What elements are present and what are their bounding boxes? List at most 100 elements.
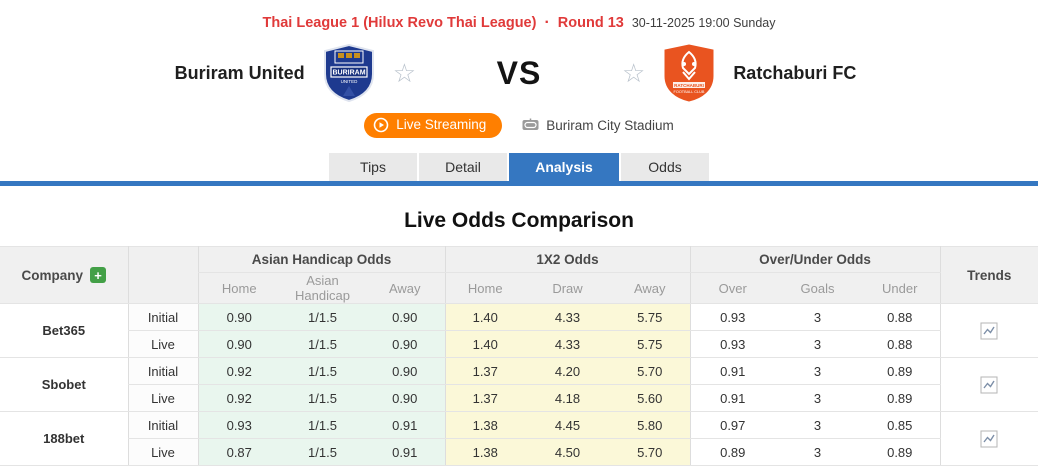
odds-value-cell: 1/1.5 [280, 357, 365, 385]
odds-value-cell: 4.33 [525, 303, 610, 331]
company-name[interactable]: Bet365 [0, 303, 128, 358]
match-header: Buriram United BURIRAM UNITED ☆ VS ☆ RAT… [0, 42, 1038, 104]
round-label: Round 13 [557, 15, 624, 31]
odds-value-cell: 5.80 [610, 411, 690, 439]
company-header-label: Company [21, 267, 83, 283]
odds-value-cell: 1/1.5 [280, 438, 365, 466]
odds-value-cell: 4.50 [525, 438, 610, 466]
row-type-column-header [127, 246, 198, 304]
stadium-icon [522, 118, 539, 130]
odds-value-cell: 0.90 [365, 357, 445, 385]
away-team-block: ☆ RATCHABURI FOOTBALL CLUB Ratchaburi FC [594, 44, 1038, 102]
row-type-label: Initial [127, 303, 198, 331]
odds-value-cell: 5.75 [610, 330, 690, 358]
odds-value-cell: 1.38 [444, 438, 525, 466]
stadium-name: Buriram City Stadium [546, 117, 674, 133]
ou-over-subheader: Over [689, 272, 775, 304]
row-type-label: Initial [127, 357, 198, 385]
odds-value-cell: 1/1.5 [280, 330, 365, 358]
company-name[interactable]: Sbobet [0, 357, 128, 412]
away-favorite-star-icon[interactable]: ☆ [622, 58, 646, 88]
trends-column-header: Trends [939, 246, 1038, 304]
trends-cell [939, 357, 1038, 412]
odds-value-cell: 0.88 [860, 330, 940, 358]
stadium-info: Buriram City Stadium [522, 118, 674, 133]
odds-value-cell: 1/1.5 [280, 411, 365, 439]
ah-away-subheader: Away [365, 272, 445, 304]
dot-separator: · [544, 14, 550, 31]
odds-value-cell: 1.37 [444, 384, 525, 412]
ou-goals-subheader: Goals [775, 272, 860, 304]
trends-cell [939, 303, 1038, 358]
live-streaming-button[interactable]: Live Streaming [364, 112, 503, 138]
odds-value-cell: 4.45 [525, 411, 610, 439]
play-circle-icon [373, 117, 389, 132]
odds-value-cell: 0.93 [197, 411, 280, 439]
tab-odds[interactable]: Odds [621, 153, 709, 181]
add-company-button[interactable]: + [90, 267, 106, 283]
1x2-away-subheader: Away [610, 272, 690, 304]
tab-underline [0, 181, 1038, 186]
1x2-home-subheader: Home [444, 272, 525, 304]
odds-value-cell: 3 [775, 384, 860, 412]
odds-value-cell: 0.90 [197, 303, 280, 331]
tab-analysis[interactable]: Analysis [509, 153, 619, 181]
tab-detail[interactable]: Detail [419, 153, 507, 181]
table-row: Bet365 Initial 0.90 1/1.5 0.90 1.40 4.33… [0, 303, 1038, 358]
svg-text:FOOTBALL CLUB: FOOTBALL CLUB [674, 90, 705, 94]
odds-value-cell: 3 [775, 411, 860, 439]
odds-value-cell: 0.91 [365, 438, 445, 466]
odds-value-cell: 0.88 [860, 303, 940, 331]
row-type-label: Live [127, 438, 198, 466]
svg-text:RATCHABURI: RATCHABURI [674, 83, 704, 88]
odds-value-cell: 5.70 [610, 438, 690, 466]
over-under-group-header: Over/Under Odds [689, 246, 940, 273]
table-row: Live 0.92 1/1.5 0.90 1.37 4.18 5.60 0.91… [0, 384, 1038, 412]
league-name[interactable]: Thai League 1 (Hilux Revo Thai League) [262, 15, 537, 31]
trend-chart-icon[interactable] [980, 322, 998, 340]
company-name[interactable]: 188bet [0, 411, 128, 466]
row-type-label: Initial [127, 411, 198, 439]
home-team-block: Buriram United BURIRAM UNITED ☆ [0, 44, 444, 102]
odds-value-cell: 0.97 [689, 411, 775, 439]
odds-value-cell: 3 [775, 303, 860, 331]
odds-value-cell: 0.91 [689, 384, 775, 412]
odds-value-cell: 0.85 [860, 411, 940, 439]
home-team-logo: BURIRAM UNITED [323, 44, 374, 102]
stream-stadium-row: Live Streaming Buriram City Stadium [0, 110, 1038, 140]
table-row: 188bet Initial 0.93 1/1.5 0.91 1.38 4.45… [0, 411, 1038, 466]
trends-cell [939, 411, 1038, 466]
home-team-name[interactable]: Buriram United [174, 62, 305, 83]
tab-tips[interactable]: Tips [329, 153, 417, 181]
trend-chart-icon[interactable] [980, 430, 998, 448]
odds-value-cell: 0.92 [197, 357, 280, 385]
odds-value-cell: 4.33 [525, 330, 610, 358]
odds-value-cell: 4.20 [525, 357, 610, 385]
trend-chart-icon[interactable] [980, 376, 998, 394]
odds-value-cell: 0.90 [365, 330, 445, 358]
odds-value-cell: 5.75 [610, 303, 690, 331]
ah-home-subheader: Home [197, 272, 280, 304]
odds-value-cell: 1.40 [444, 330, 525, 358]
odds-value-cell: 0.87 [197, 438, 280, 466]
row-type-label: Live [127, 384, 198, 412]
odds-value-cell: 0.89 [860, 438, 940, 466]
odds-value-cell: 1/1.5 [280, 384, 365, 412]
tab-bar: Tips Detail Analysis Odds [0, 153, 1038, 181]
odds-value-cell: 0.90 [365, 303, 445, 331]
svg-text:UNITED: UNITED [340, 79, 358, 84]
odds-value-cell: 0.89 [860, 384, 940, 412]
odds-value-cell: 1.40 [444, 303, 525, 331]
asian-handicap-group-header: Asian Handicap Odds [197, 246, 445, 273]
league-header: Thai League 1 (Hilux Revo Thai League) ·… [0, 0, 1038, 32]
live-streaming-label: Live Streaming [396, 117, 487, 132]
odds-value-cell: 4.18 [525, 384, 610, 412]
odds-value-cell: 0.90 [197, 330, 280, 358]
table-row: Live 0.90 1/1.5 0.90 1.40 4.33 5.75 0.93… [0, 330, 1038, 358]
match-datetime: 30-11-2025 19:00 Sunday [631, 16, 776, 30]
away-team-logo: RATCHABURI FOOTBALL CLUB [664, 44, 714, 102]
table-row: Live 0.87 1/1.5 0.91 1.38 4.50 5.70 0.89… [0, 438, 1038, 466]
away-team-name[interactable]: Ratchaburi FC [733, 62, 857, 83]
home-favorite-star-icon[interactable]: ☆ [392, 58, 416, 88]
odds-value-cell: 3 [775, 438, 860, 466]
